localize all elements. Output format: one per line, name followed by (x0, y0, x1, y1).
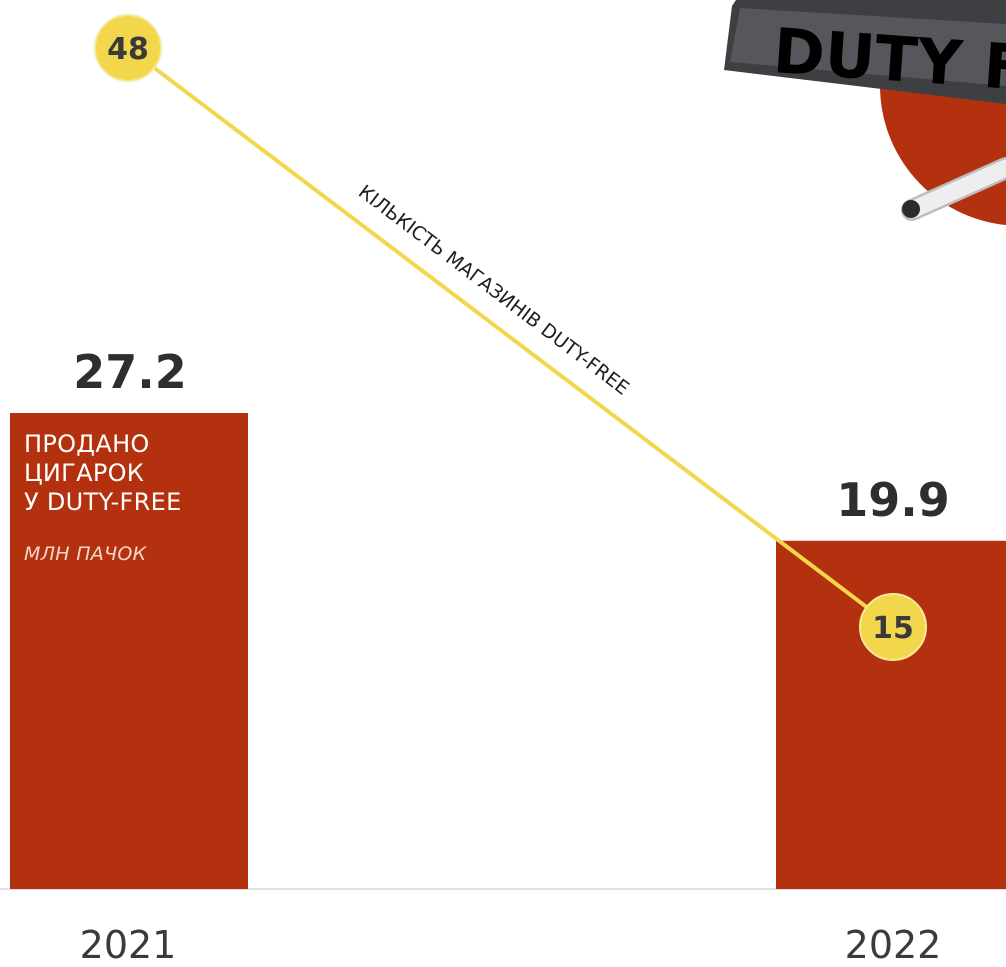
line-series-path (126, 46, 895, 629)
line-point-label-2021: 48 (107, 32, 149, 67)
bar-series-label-line-1: ПРОДАНО (24, 430, 150, 458)
bar-series-unit: МЛН ПАЧОК (24, 543, 147, 565)
line-point-label-2022: 15 (872, 611, 914, 646)
bar-series-label-line-2: ЦИГАРОК (24, 459, 145, 487)
svg-text:DUTY F: DUTY F (771, 14, 1006, 104)
bar-2022 (776, 540, 1006, 889)
line-point-2022 (859, 593, 927, 661)
bar-series-label-line-3: У DUTY-FREE (24, 488, 182, 516)
bar-series-label: ПРОДАНО ЦИГАРОК У DUTY-FREE (24, 430, 182, 517)
line-point-2021 (94, 14, 162, 82)
line-series-label: КІЛЬКІСТЬ МАГАЗИНІВ DUTY-FREE (354, 181, 633, 400)
bar-value-label-2021: 27.2 (73, 345, 187, 399)
bar-2021 (10, 413, 248, 889)
x-tick-label-2022: 2022 (845, 923, 942, 967)
x-tick-label-2021: 2021 (80, 923, 177, 967)
bar-value-label-2022: 19.9 (836, 473, 950, 527)
cigarette-icon (901, 157, 1006, 221)
